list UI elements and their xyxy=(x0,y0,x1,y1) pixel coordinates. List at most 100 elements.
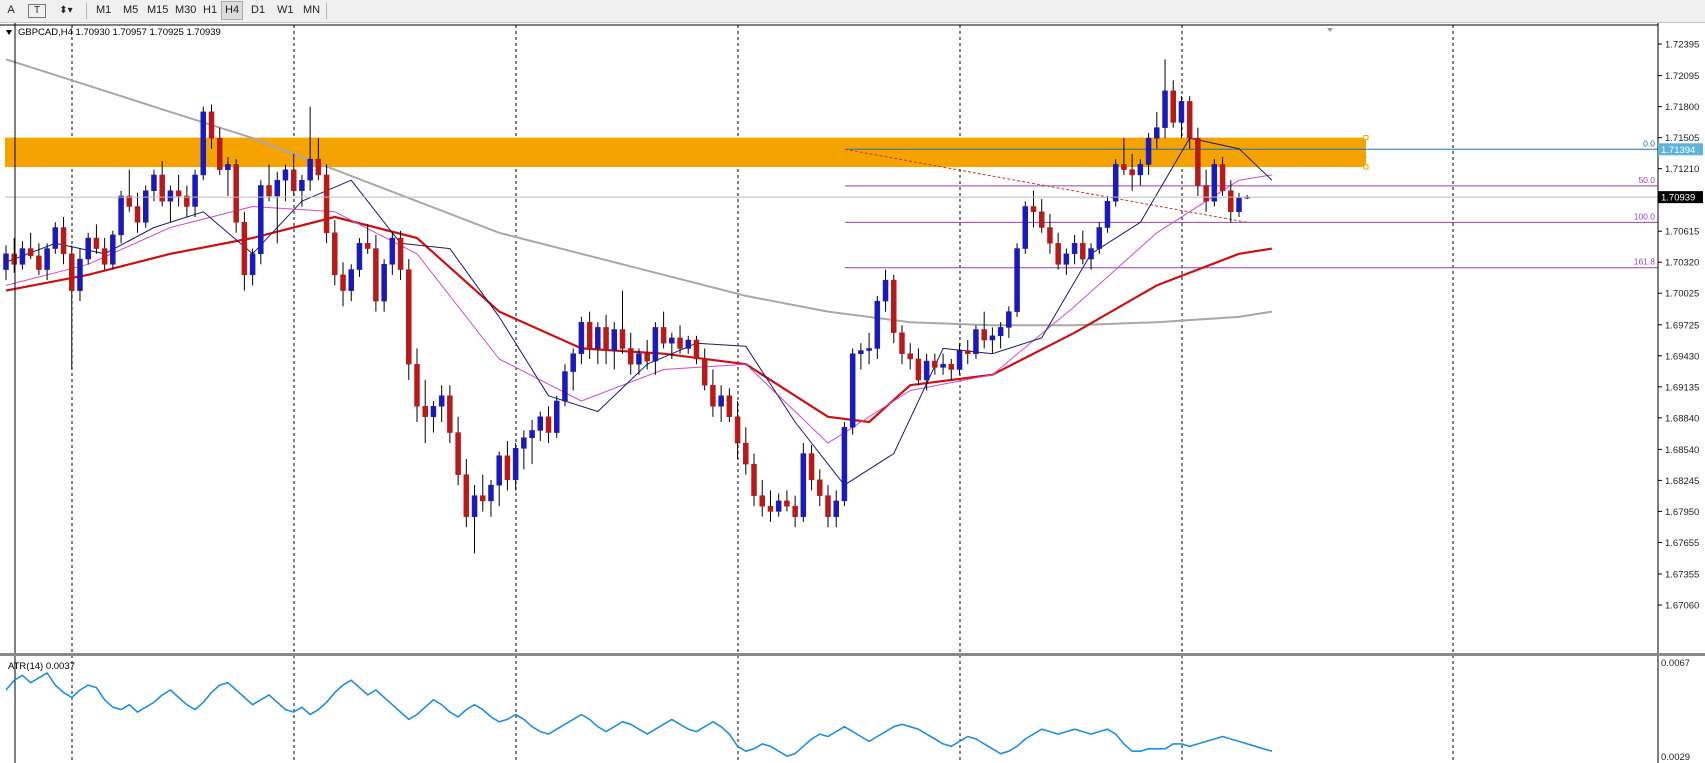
current-price-tag-label: 1.70939 xyxy=(1661,193,1695,204)
candle-body xyxy=(595,327,601,349)
price-tick-label: 1.69430 xyxy=(1665,351,1699,362)
candle-body xyxy=(923,360,930,381)
candle-body xyxy=(356,243,363,270)
candle xyxy=(907,343,913,370)
candle-body xyxy=(438,395,445,407)
candle-body xyxy=(496,455,502,486)
candle-body xyxy=(981,329,987,341)
candle-body xyxy=(1236,197,1242,213)
candle xyxy=(981,311,987,349)
candle xyxy=(743,427,749,475)
timeframe-h4-button[interactable]: H4 xyxy=(221,1,244,20)
resistance-zone xyxy=(5,135,1369,170)
candle xyxy=(710,369,716,417)
candle-body xyxy=(192,174,198,207)
candle xyxy=(126,169,133,212)
candle-body xyxy=(1129,169,1135,176)
candle xyxy=(1038,199,1045,233)
candle xyxy=(1104,195,1111,233)
candle-body xyxy=(274,179,281,197)
candle xyxy=(858,343,864,370)
candle xyxy=(1137,159,1144,186)
resistance-zone-rect[interactable] xyxy=(5,137,1366,168)
candle xyxy=(545,406,552,444)
candle xyxy=(784,490,790,512)
candle xyxy=(644,340,650,370)
candle-body xyxy=(833,500,839,517)
candle xyxy=(923,353,930,391)
candle-body xyxy=(586,321,593,349)
candle-body xyxy=(553,400,560,433)
candle xyxy=(1211,159,1218,207)
timeframe-mn-button[interactable]: MN xyxy=(303,4,321,16)
candle xyxy=(266,164,272,202)
candle xyxy=(332,220,338,286)
arrows-tool-icon[interactable]: ⬍▾ xyxy=(59,5,73,16)
candle-body xyxy=(726,395,733,418)
candle xyxy=(389,232,396,275)
candle xyxy=(110,230,116,270)
candle-body xyxy=(891,279,897,333)
candle-body xyxy=(1071,243,1078,255)
candle-body xyxy=(118,195,124,236)
candle xyxy=(792,495,798,528)
candle-body xyxy=(233,164,239,223)
candle-body xyxy=(718,395,724,407)
candle-body xyxy=(282,169,289,181)
atr-indicator xyxy=(5,672,1273,757)
timeframe-h1-button[interactable]: H1 xyxy=(203,4,218,16)
candle-body xyxy=(422,406,428,418)
candle-body xyxy=(340,274,346,291)
price-tick-label: 1.68840 xyxy=(1665,413,1699,424)
timeframe-m15-button[interactable]: M15 xyxy=(147,4,169,16)
candle xyxy=(299,174,305,207)
timeframe-m5-button[interactable]: M5 xyxy=(123,4,139,16)
candle xyxy=(167,185,174,223)
candle xyxy=(578,316,585,365)
timeframe-w1-button[interactable]: W1 xyxy=(277,4,294,16)
candle-body xyxy=(480,495,486,502)
fibo-trend-line[interactable] xyxy=(844,148,1248,223)
candle-body xyxy=(1211,164,1218,202)
text-label-tool-icon[interactable]: T xyxy=(28,4,46,18)
candle-body xyxy=(578,321,585,354)
candle xyxy=(216,127,223,175)
candle-body xyxy=(545,416,552,433)
candle xyxy=(915,348,922,386)
candlesticks xyxy=(3,59,1250,554)
candle xyxy=(249,248,256,286)
candle-body xyxy=(1162,90,1168,128)
candle xyxy=(406,259,412,380)
candle-body xyxy=(3,253,9,270)
candle-body xyxy=(512,448,519,481)
zone-handle[interactable] xyxy=(1363,135,1369,141)
text-tool-icon[interactable]: A xyxy=(7,4,15,16)
fibonacci-retracement[interactable]: 0.0 50.0 100.0 161.8 xyxy=(844,138,1658,269)
candle xyxy=(315,138,322,181)
atr-scale-bottom: 0.0029 xyxy=(1661,752,1690,763)
candle xyxy=(660,311,667,349)
timeframe-m30-button[interactable]: M30 xyxy=(175,4,197,16)
candle xyxy=(529,419,535,465)
candle xyxy=(307,106,313,191)
indicator-pane-divider[interactable] xyxy=(0,653,1705,656)
candle-body xyxy=(915,358,922,381)
candle-body xyxy=(973,329,979,354)
candle xyxy=(192,169,198,218)
timeframe-d1-button[interactable]: D1 xyxy=(251,4,266,16)
candle xyxy=(19,241,26,270)
candle xyxy=(93,224,100,254)
chart-window[interactable]: 0.0 50.0 100.0 161.8 1.72395 1.72095 1.71800 1… xyxy=(0,23,1705,763)
candle xyxy=(356,238,363,277)
dropdown-triangle-icon xyxy=(6,30,12,35)
candle xyxy=(200,106,207,181)
zone-handle[interactable] xyxy=(1363,164,1369,170)
timeframe-m1-button[interactable]: M1 xyxy=(96,4,112,16)
candle-body xyxy=(406,269,412,365)
candle-body xyxy=(373,248,379,302)
candle-body xyxy=(792,505,798,517)
candle xyxy=(430,401,437,433)
candle xyxy=(480,474,486,512)
candle xyxy=(258,180,264,265)
